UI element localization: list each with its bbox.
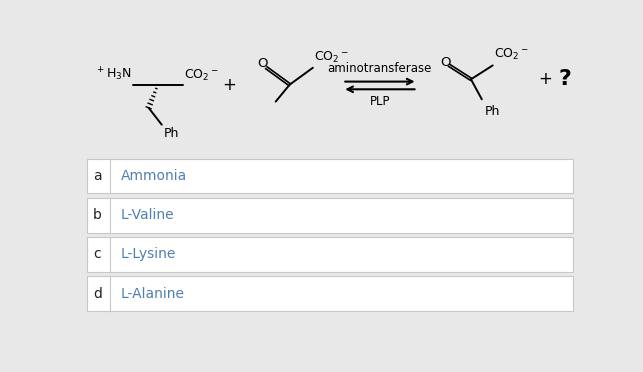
- Text: $^+$H$_3$N: $^+$H$_3$N: [95, 66, 132, 83]
- Text: CO$_2$$^-$: CO$_2$$^-$: [185, 68, 219, 83]
- FancyBboxPatch shape: [87, 158, 572, 193]
- Text: Ammonia: Ammonia: [121, 169, 187, 183]
- Text: aminotransferase: aminotransferase: [328, 62, 432, 76]
- Text: ?: ?: [558, 69, 571, 89]
- Text: Ph: Ph: [163, 127, 179, 140]
- Text: PLP: PLP: [370, 96, 390, 109]
- Text: CO$_2$$^-$: CO$_2$$^-$: [314, 49, 349, 65]
- Text: O: O: [440, 56, 451, 69]
- Text: d: d: [93, 287, 102, 301]
- Text: +: +: [538, 70, 552, 88]
- Text: CO$_2$$^-$: CO$_2$$^-$: [494, 47, 529, 62]
- Text: O: O: [257, 57, 267, 70]
- FancyBboxPatch shape: [87, 276, 572, 311]
- Text: b: b: [93, 208, 102, 222]
- Text: L-Lysine: L-Lysine: [121, 247, 176, 262]
- Text: L-Valine: L-Valine: [121, 208, 174, 222]
- Text: +: +: [222, 76, 236, 94]
- Text: L-Alanine: L-Alanine: [121, 287, 185, 301]
- Text: a: a: [93, 169, 102, 183]
- Text: Ph: Ph: [485, 105, 500, 118]
- Text: c: c: [94, 247, 101, 262]
- FancyBboxPatch shape: [87, 237, 572, 272]
- FancyBboxPatch shape: [87, 198, 572, 232]
